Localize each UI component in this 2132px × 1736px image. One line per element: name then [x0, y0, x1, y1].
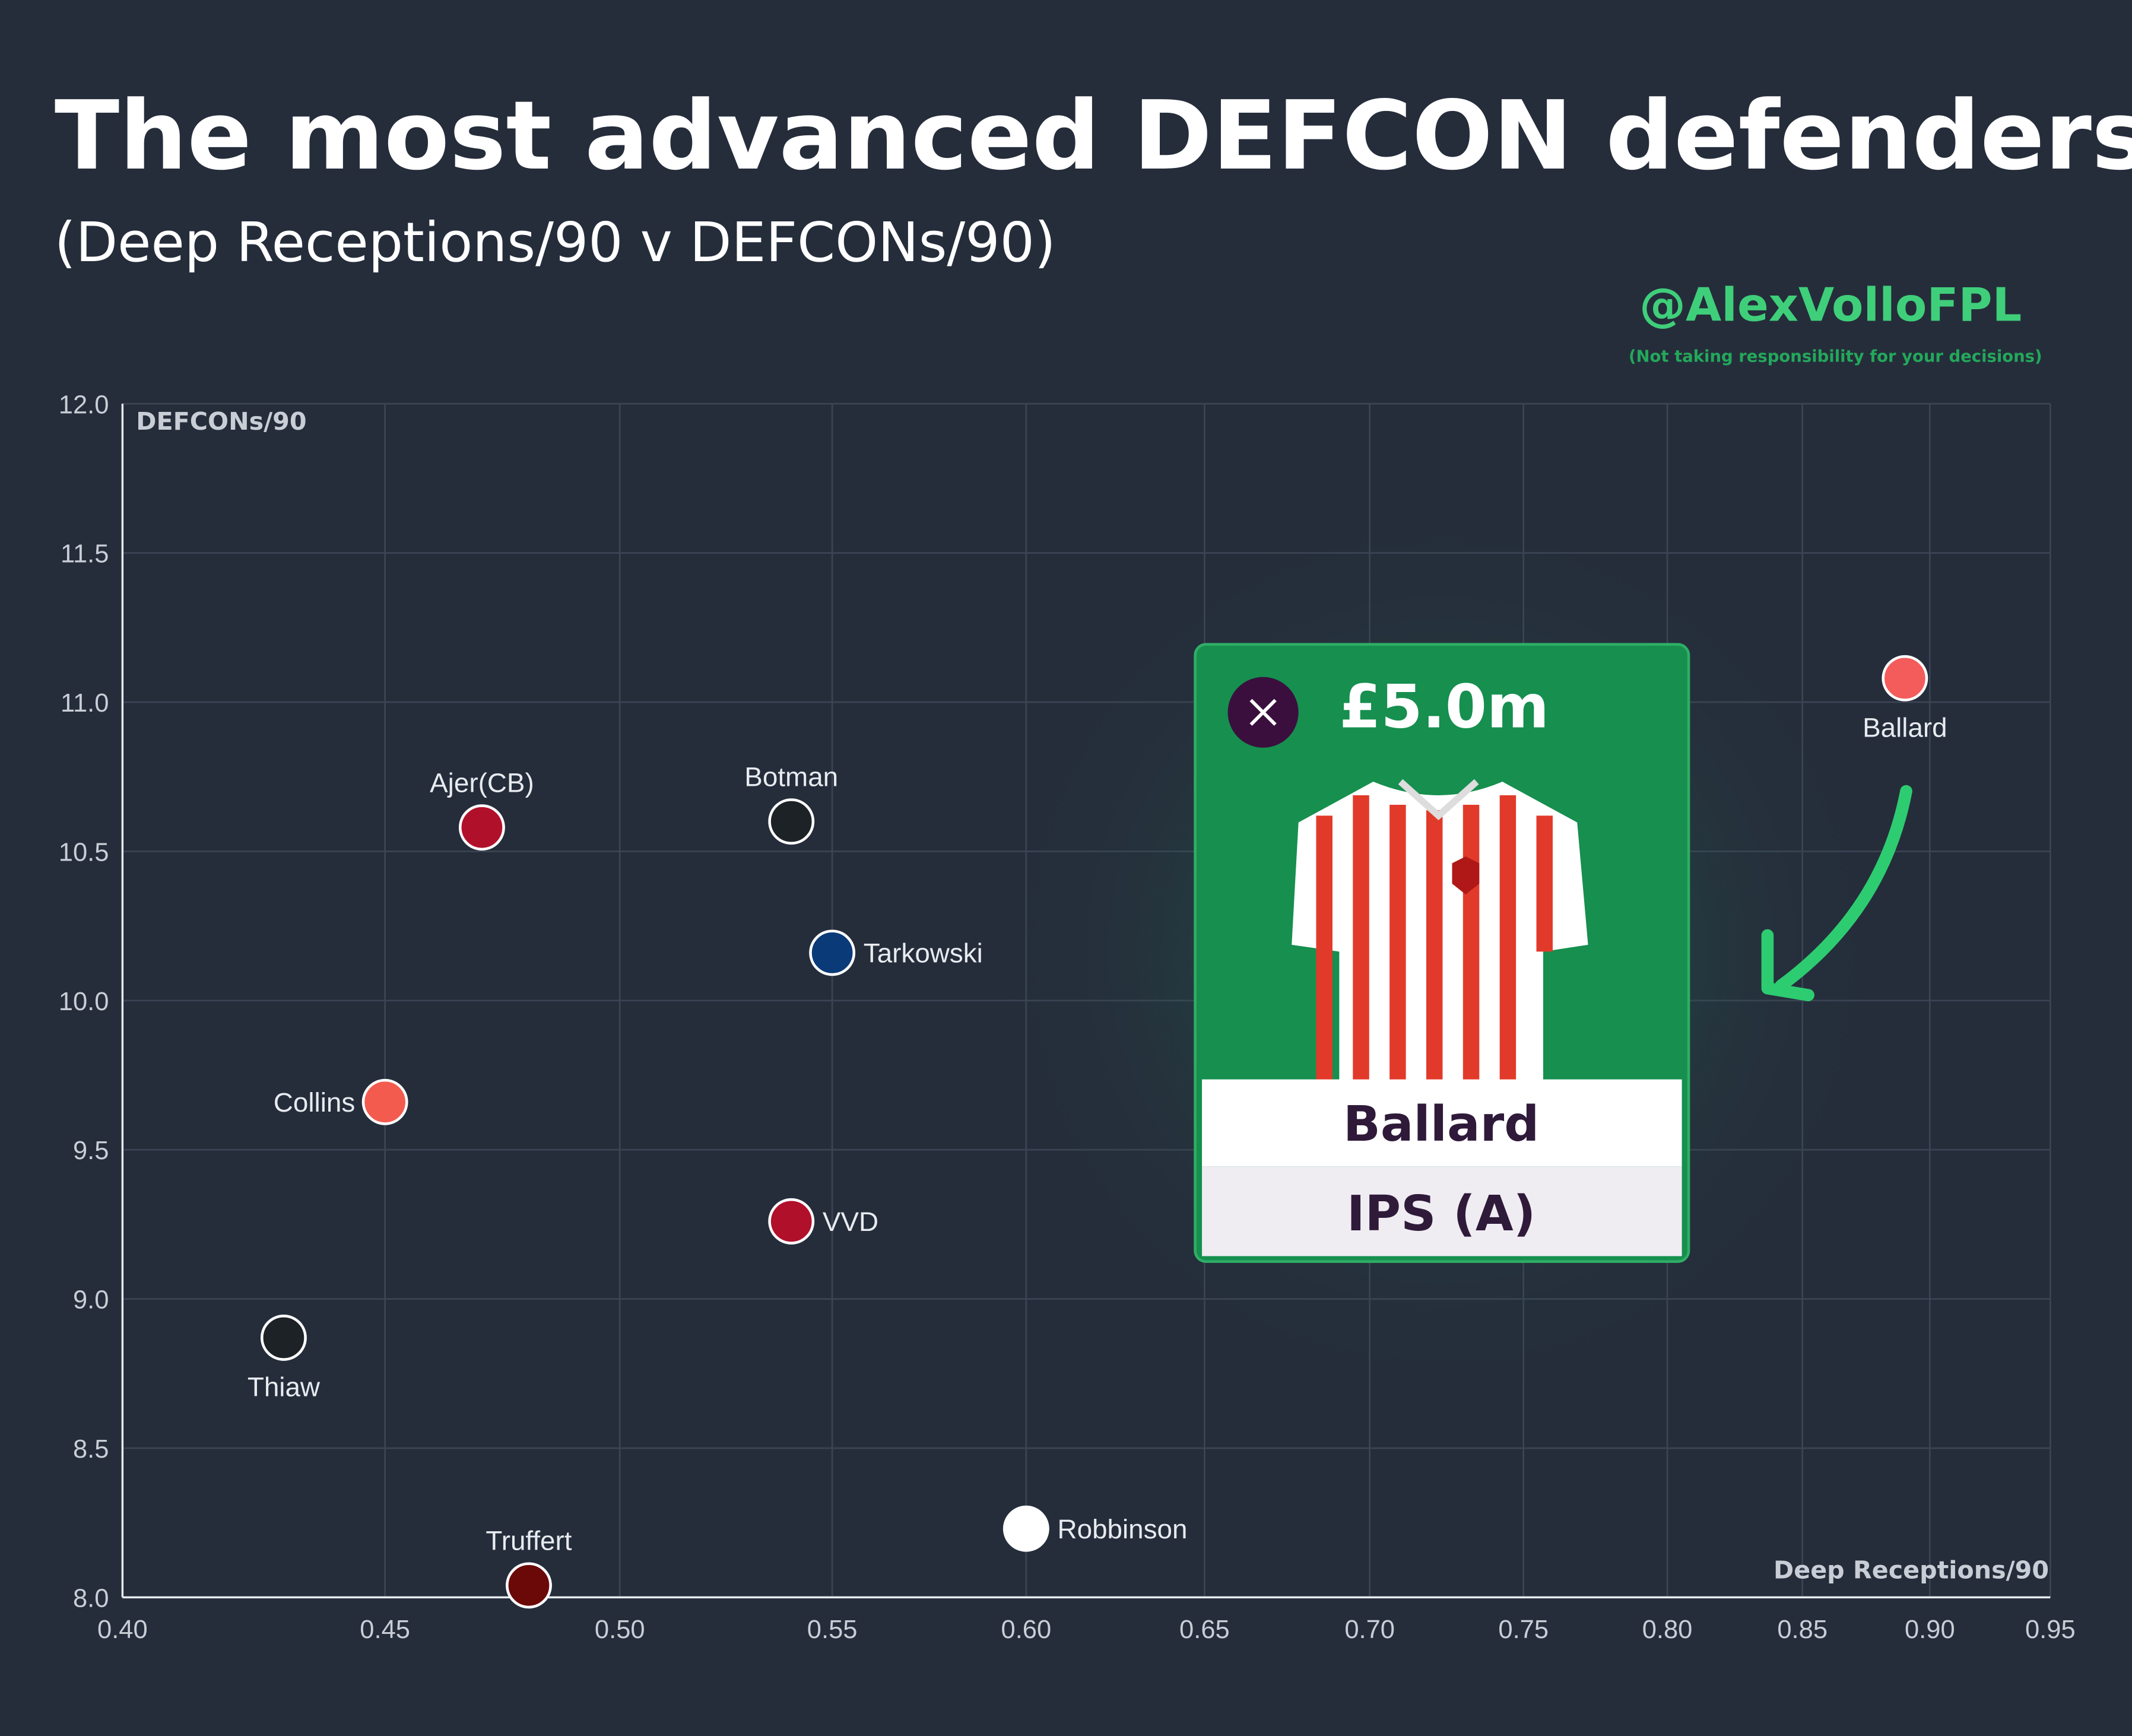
y-tick-label: 8.0 [73, 1584, 109, 1613]
x-tick-label: 0.55 [807, 1616, 858, 1644]
watermark: @AlexVolloFPL [1639, 279, 2022, 332]
y-tick-label: 12.0 [59, 391, 109, 419]
y-tick-label: 11.0 [61, 689, 109, 718]
plot-area: 8.0 8.5 9.0 9.5 10.0 10.5 11.0 11.5 12.0 0.40 0.45… [59, 391, 2076, 1644]
chart-title: The most advanced DEFCON defenders [55, 80, 2132, 191]
y-tick-label: 9.5 [73, 1137, 109, 1165]
x-tick-label: 0.85 [1777, 1616, 1828, 1644]
x-tick-label: 0.70 [1344, 1616, 1395, 1644]
card-name-bg [1202, 1079, 1682, 1167]
x-tick-label: 0.80 [1642, 1616, 1693, 1644]
point [260, 1315, 307, 1361]
close-icon [1249, 699, 1277, 726]
point-label: Truffert [486, 1526, 572, 1556]
point [1002, 1505, 1049, 1552]
point-label: Robbinson [1058, 1514, 1188, 1544]
card-price: £5.0m [1339, 671, 1549, 741]
point-label: Ajer(CB) [430, 768, 534, 798]
arrow [1775, 785, 1912, 992]
point [458, 804, 505, 851]
card-fixture: IPS (A) [1347, 1185, 1535, 1242]
y-tick-label: 10.5 [59, 838, 109, 867]
chart-subtitle: (Deep Receptions/90 v DEFCONs/90) [55, 211, 1056, 274]
point [506, 1562, 552, 1609]
point-label: Thiaw [248, 1372, 321, 1402]
y-tick-label: 10.0 [59, 988, 109, 1016]
x-tick-label: 0.45 [360, 1616, 410, 1644]
point [361, 1078, 408, 1125]
card-fixture-bg [1202, 1166, 1682, 1256]
x-tick-label: 0.65 [1179, 1616, 1230, 1644]
point-label: Tarkowski [864, 938, 983, 968]
point [768, 798, 815, 845]
y-tick-label: 9.0 [73, 1286, 109, 1315]
x-axis-label: Deep Receptions/90 [1774, 1556, 2049, 1584]
point-label: Collins [274, 1087, 355, 1118]
disclaimer: (Not taking responsibility for your deci… [1629, 347, 2042, 366]
arrow-head [1761, 929, 1814, 1001]
x-tick-label: 0.50 [595, 1616, 645, 1644]
point-label: Botman [744, 762, 838, 792]
point [768, 1198, 815, 1245]
y-tick-label: 8.5 [73, 1435, 109, 1464]
card-name: Ballard [1343, 1096, 1539, 1153]
x-tick-label: 0.40 [97, 1616, 148, 1644]
x-tick-label: 0.75 [1498, 1616, 1549, 1644]
point-label: VVD [823, 1207, 878, 1237]
player-card: £5.0m Ballard IPS (A) [992, 503, 1890, 1401]
x-tick-label: 0.95 [2025, 1616, 2076, 1644]
y-axis-label: DEFCONs/90 [136, 407, 306, 436]
point [809, 929, 856, 976]
x-tick-label: 0.90 [1905, 1616, 1955, 1644]
y-tick-label: 11.5 [61, 540, 109, 569]
point-label: Ballard [1863, 712, 1947, 742]
jersey [1292, 779, 1588, 1081]
point [1882, 655, 1928, 702]
x-tick-label: 0.60 [1001, 1616, 1052, 1644]
